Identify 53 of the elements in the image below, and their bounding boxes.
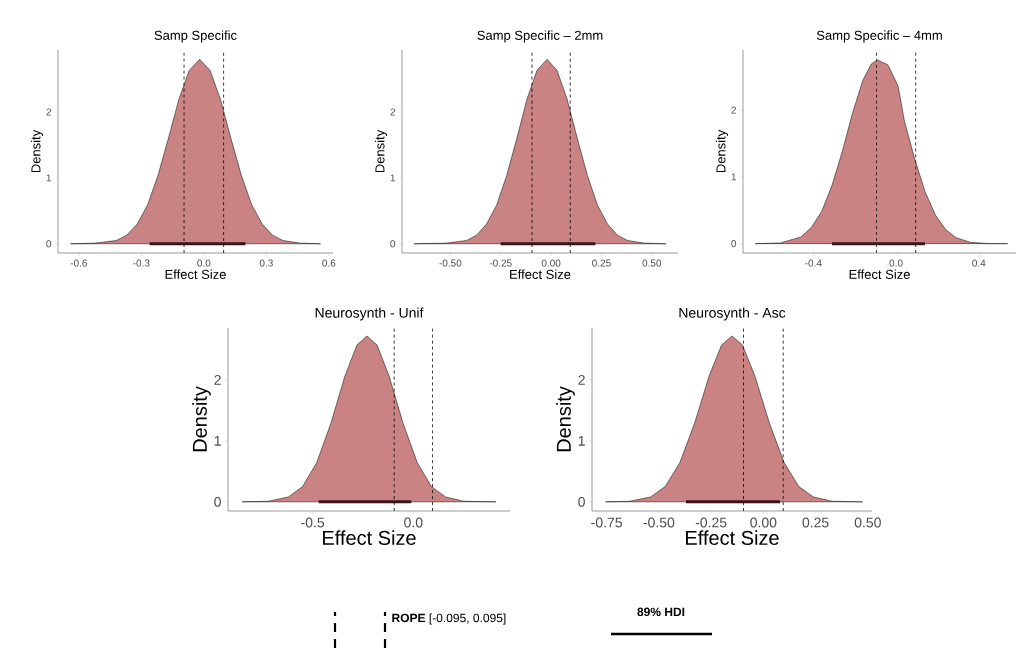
x-tick-label: -0.25 [489, 259, 512, 267]
y-tick-label: 1 [214, 435, 221, 446]
x-tick-label: 0.0 [889, 259, 903, 267]
x-tick-label: 0.0 [404, 517, 423, 528]
x-tick-label: 0.50 [854, 517, 881, 528]
x-tick-label: 0.0 [197, 259, 211, 267]
y-tick-label: 2 [46, 108, 51, 116]
text: ROPE [-0.095, 0.095] [392, 613, 506, 625]
y-tick-label: 0 [46, 240, 52, 248]
y-axis-title: Density [192, 386, 211, 452]
x-tick-label: -0.50 [439, 259, 462, 267]
x-tick-label: 0.00 [750, 517, 777, 528]
chart-title: Samp Specific – 4mm [816, 30, 942, 43]
y-tick-label: 2 [390, 108, 395, 116]
x-tick-label: 0.6 [322, 259, 336, 267]
y-tick-label: 0 [731, 240, 737, 248]
y-tick-label: 2 [731, 106, 736, 114]
chart-title: Neurosynth - Unif [315, 307, 424, 321]
y-tick-label: 1 [731, 173, 736, 181]
x-tick-label: 0.25 [592, 259, 611, 267]
x-axis-title: Effect Size [849, 269, 910, 279]
y-tick-label: 2 [578, 374, 585, 385]
y-axis-title: Density [556, 386, 575, 452]
chart-title: Samp Specific [154, 30, 237, 43]
x-tick-label: -0.25 [695, 517, 727, 528]
x-tick-label: 0.50 [642, 259, 662, 267]
y-axis-title: Density [715, 129, 729, 173]
y-tick-label: 1 [390, 174, 395, 182]
chart-title: Neurosynth - Asc [679, 307, 786, 321]
y-tick-label: 1 [578, 435, 585, 446]
y-axis-title: Density [30, 129, 44, 173]
chart-title: Samp Specific – 2mm [477, 30, 603, 43]
x-tick-label: 0.25 [802, 517, 829, 528]
x-tick-label: -0.3 [133, 259, 150, 267]
y-tick-label: 0 [578, 496, 585, 507]
x-tick-label: -0.75 [591, 517, 622, 528]
x-tick-label: -0.50 [643, 517, 675, 528]
y-tick-label: 1 [46, 174, 51, 182]
x-axis-title: Effect Size [686, 530, 779, 545]
x-tick-label: -0.6 [70, 259, 88, 267]
x-tick-label: 0.3 [259, 259, 273, 267]
text: 89% HDI [637, 607, 685, 617]
y-tick-label: 0 [214, 496, 221, 507]
y-axis-title: Density [374, 129, 388, 173]
x-tick-label: -0.5 [301, 517, 325, 528]
x-tick-label: -0.4 [805, 259, 822, 267]
x-tick-label: 0.00 [541, 259, 561, 267]
x-axis-title: Effect Size [165, 269, 226, 279]
x-axis-title: Effect Size [510, 269, 571, 279]
x-axis-title: Effect Size [323, 530, 416, 545]
y-tick-label: 0 [390, 240, 396, 248]
x-tick-label: 0.4 [972, 259, 986, 267]
y-tick-label: 2 [214, 374, 221, 385]
